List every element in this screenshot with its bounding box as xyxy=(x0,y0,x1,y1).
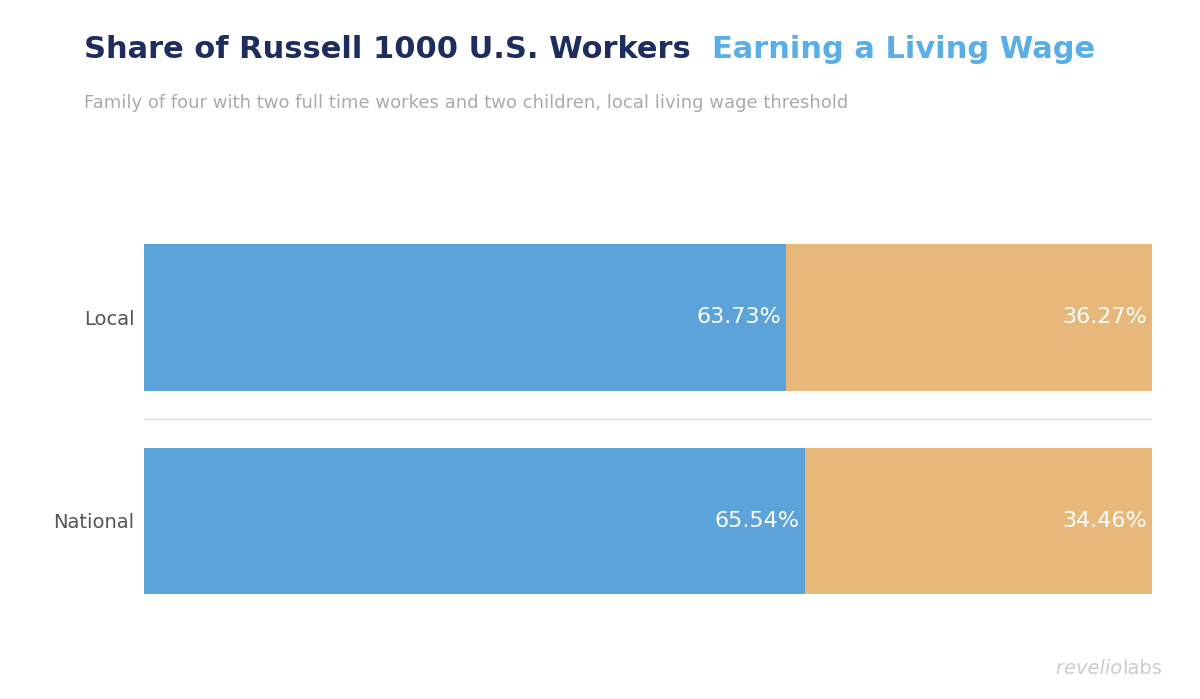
Text: revelio: revelio xyxy=(1056,659,1128,678)
Text: Earning a Living Wage: Earning a Living Wage xyxy=(712,35,1096,64)
Bar xyxy=(805,447,1152,594)
Text: 36.27%: 36.27% xyxy=(1062,308,1147,327)
Text: 65.54%: 65.54% xyxy=(715,511,799,531)
Bar xyxy=(144,244,786,391)
Text: labs: labs xyxy=(1122,659,1162,678)
Text: Family of four with two full time workes and two children, local living wage thr: Family of four with two full time workes… xyxy=(84,94,848,113)
Text: 63.73%: 63.73% xyxy=(697,308,781,327)
Bar xyxy=(786,244,1152,391)
Text: 34.46%: 34.46% xyxy=(1062,511,1147,531)
Bar xyxy=(144,447,805,594)
Text: Share of Russell 1000 U.S. Workers: Share of Russell 1000 U.S. Workers xyxy=(84,35,712,64)
